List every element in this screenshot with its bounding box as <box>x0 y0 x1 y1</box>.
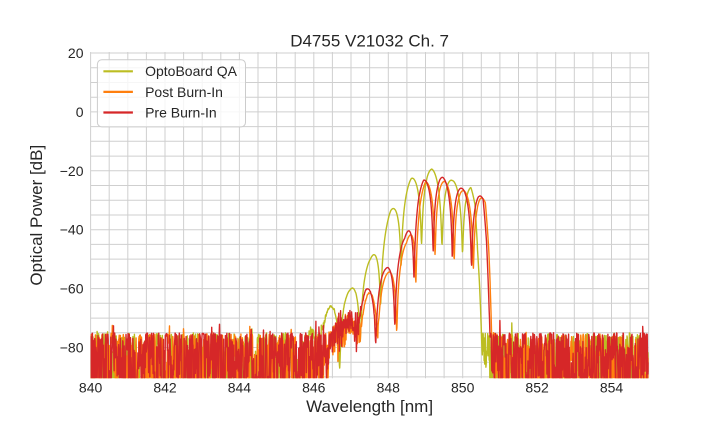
svg-text:840: 840 <box>79 379 103 395</box>
svg-text:842: 842 <box>153 379 177 395</box>
svg-text:−80: −80 <box>60 340 84 356</box>
svg-text:846: 846 <box>302 379 326 395</box>
svg-text:854: 854 <box>600 379 624 395</box>
svg-text:−40: −40 <box>60 222 84 238</box>
svg-text:Post Burn-In: Post Burn-In <box>145 84 223 100</box>
svg-text:−60: −60 <box>60 281 84 297</box>
svg-text:−20: −20 <box>60 163 84 179</box>
svg-text:0: 0 <box>76 104 84 120</box>
svg-text:OptoBoard QA: OptoBoard QA <box>145 63 237 79</box>
svg-text:852: 852 <box>525 379 549 395</box>
svg-text:844: 844 <box>228 379 252 395</box>
svg-text:Optical Power [dB]: Optical Power [dB] <box>27 145 46 286</box>
svg-text:Pre Burn-In: Pre Burn-In <box>145 104 217 120</box>
svg-text:850: 850 <box>451 379 475 395</box>
svg-text:D4755 V21032 Ch. 7: D4755 V21032 Ch. 7 <box>290 31 449 50</box>
svg-text:20: 20 <box>68 45 84 61</box>
svg-text:848: 848 <box>377 379 401 395</box>
svg-text:Wavelength [nm]: Wavelength [nm] <box>306 397 433 416</box>
